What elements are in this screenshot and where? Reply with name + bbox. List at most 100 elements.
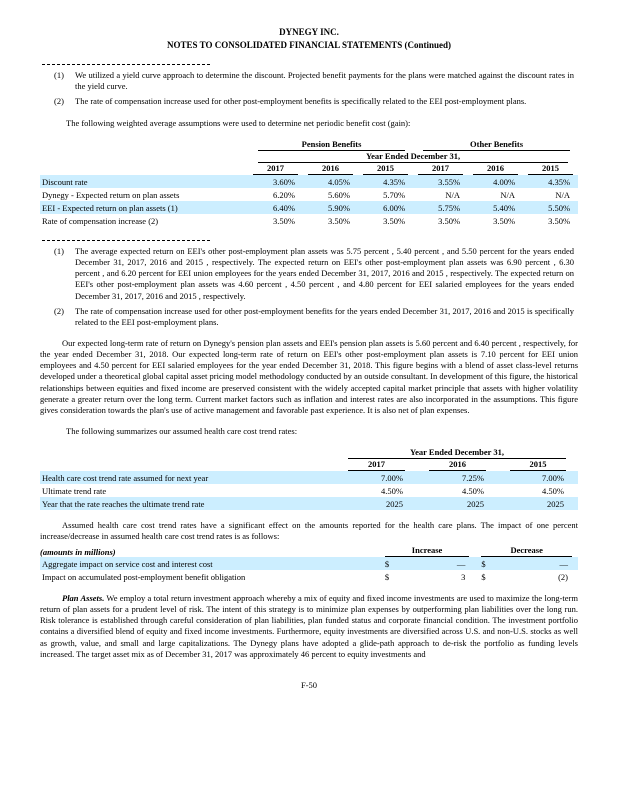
year-ended-header: Year Ended December 31, [348,447,566,460]
row-label: Ultimate trend rate [42,486,107,497]
cell-value: 5.60% [328,190,350,201]
table-row: Rate of compensation increase (2) 3.50% … [40,214,578,227]
cell-value: 5.70% [383,190,406,201]
cell-value: N/A [555,190,571,201]
cell-value: 3.50% [493,216,516,227]
currency-symbol: $ [384,571,390,582]
cell-value: 5.75% [438,203,461,214]
table-row: Aggregate impact on service cost and int… [40,556,578,570]
table-row: Health care cost trend rate assumed for … [40,471,578,485]
column-header-year: 2015 [528,163,574,176]
cell-value: 6.00% [383,203,406,214]
row-label: Aggregate impact on service cost and int… [42,558,213,569]
column-header-year: 2017 [348,459,405,472]
document-header: DYNEGY INC. NOTES TO CONSOLIDATED FINANC… [40,26,578,51]
row-label: EEI - Expected return on plan assets (1) [42,203,178,214]
column-header-year: 2017 [418,163,464,176]
page-number: F-50 [300,679,318,690]
cell-value: 4.50% [462,486,484,497]
currency-symbol: $ [481,558,486,569]
cell-value: — [559,558,569,569]
increase-column-header: Increase [384,545,470,557]
footnote-separator [42,64,210,66]
row-label: Dynegy - Expected return on plan assets [42,190,180,201]
cell-value: 2025 [386,499,403,510]
cell-value: 7.25% [462,473,484,484]
decrease-column-header: Decrease [481,545,572,557]
cell-value: 3.50% [273,216,295,227]
row-label: Health care cost trend rate assumed for … [42,473,209,484]
year-columns-row: 2017 2016 2015 [40,459,578,472]
plan-assets-lead: Plan Assets. [62,592,105,603]
year-ended-row: Year Ended December 31, [40,447,578,460]
plan-assets-text: We employ a total return investment appr… [40,592,578,659]
cell-value: 6.40% [273,203,295,214]
footnote-text: We utilized a yield curve approach to de… [75,70,574,92]
amounts-in-millions-caption: (amounts in millions) [40,546,116,557]
cell-value: 7.00% [381,473,403,484]
cell-value: (2) [558,571,568,582]
cell-value: — [456,558,466,569]
cell-value: 4.05% [328,177,350,188]
column-header-year: 2016 [308,163,353,176]
row-label: Rate of compensation increase (2) [42,216,159,227]
table-row: Year that the rate reaches the ultimate … [40,497,578,511]
other-benefits-header: Other Benefits [423,139,571,152]
cell-value: 4.50% [542,486,564,497]
company-name: DYNEGY INC. [279,27,339,37]
trend-rates-intro: The following summarizes our assumed hea… [66,426,298,437]
column-header-year: 2015 [510,459,566,472]
assumptions-table-intro: The following weighted average assumptio… [66,118,411,129]
group-header-row: Pension Benefits Other Benefits [40,139,578,152]
row-label: Year that the rate reaches the ultimate … [42,499,205,510]
pension-benefits-header: Pension Benefits [258,139,406,152]
cell-value: 6.20% [273,190,295,201]
table-row: EEI - Expected return on plan assets (1)… [40,201,579,215]
table-row: Ultimate trend rate 4.50% 4.50% 4.50% [40,484,578,497]
row-label: Discount rate [42,177,88,188]
cell-value: 3.55% [438,177,461,188]
cell-value: 3 [461,571,466,582]
footnote: (2) The rate of compensation increase us… [54,96,574,107]
column-header-year: 2016 [429,459,486,472]
footnote: (1) The average expected return on EEI's… [54,246,574,301]
year-ended-row: Year Ended December 31, [40,151,578,164]
year-columns-row: 2017 2016 2015 2017 2016 2015 [40,163,578,176]
year-ended-header: Year Ended December 31, [258,151,569,164]
footnote-number: (2) [54,96,64,107]
cell-value: 3.50% [328,216,350,227]
benefit-assumptions-table: Pension Benefits Other Benefits Year End… [40,139,579,227]
cell-value: 3.60% [273,177,295,188]
trend-impact-paragraph: Assumed health care cost trend rates hav… [40,520,578,542]
footnote-number: (1) [54,70,64,81]
cell-value: 5.50% [548,203,571,214]
table-row: Dynegy - Expected return on plan assets … [40,188,578,201]
health-care-trend-table: Year Ended December 31, 2017 2016 2015 H… [40,447,578,511]
cell-value: 3.50% [438,216,461,227]
cell-value: 5.40% [493,203,516,214]
cell-value: 5.90% [328,203,350,214]
document-title: NOTES TO CONSOLIDATED FINANCIAL STATEMEN… [167,39,451,50]
footnote-separator [42,240,210,242]
cell-value: 4.35% [383,177,406,188]
cell-value: 7.00% [542,473,564,484]
cell-value: 3.50% [548,216,571,227]
cell-value: 2025 [547,499,564,510]
footnote-text: The average expected return on EEI's oth… [75,246,574,301]
currency-symbol: $ [481,571,486,582]
row-label: Impact on accumulated post-employment be… [42,571,246,582]
cell-value: 3.50% [383,216,406,227]
currency-symbol: $ [384,558,390,569]
table-row: Discount rate 3.60% 4.05% 4.35% 3.55% 4.… [40,175,579,189]
table-row: Impact on accumulated post-employment be… [40,570,578,583]
column-header-year: 2015 [363,163,409,176]
footnote: (2) The rate of compensation increase us… [54,306,574,328]
column-header-year: 2017 [253,163,298,176]
trend-impact-table: (amounts in millions) Increase Decrease … [40,545,578,583]
cell-value: 2025 [467,499,484,510]
cell-value: N/A [500,190,516,201]
cell-value: 4.35% [548,177,571,188]
footnote: (1) We utilized a yield curve approach t… [54,70,574,92]
footnote-text: The rate of compensation increase used f… [75,305,574,327]
